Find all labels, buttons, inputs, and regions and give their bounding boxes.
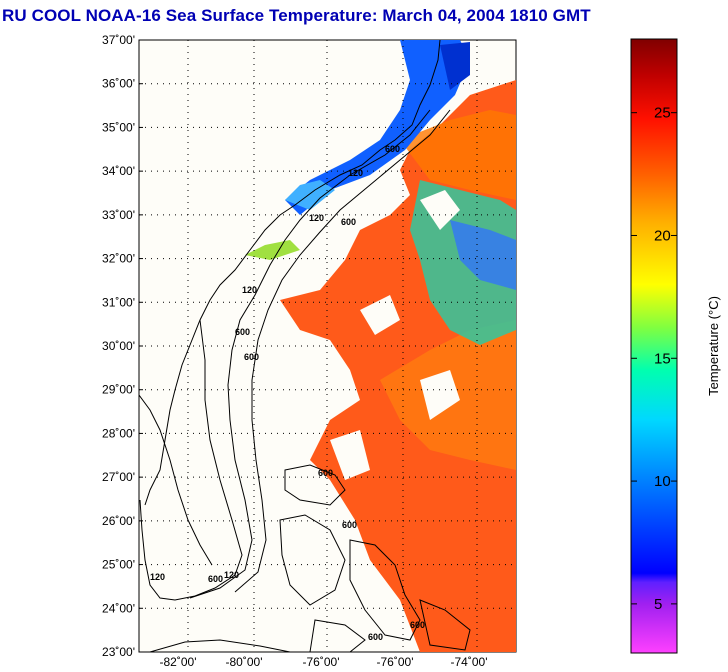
coastline [139,40,471,652]
isobath-label: 600 [341,217,356,227]
lat-tick-label: 36˚00' [102,77,135,91]
lat-tick-label: 37˚00' [102,33,135,47]
lat-tick-label: 29˚00' [102,383,135,397]
lat-tick-label: 33˚00' [102,208,135,222]
lat-tick-label: 27˚00' [102,470,135,484]
lon-tick-label: -82˚00' [160,655,197,669]
lat-tick-label: 30˚00' [102,339,135,353]
lat-tick-label: 24˚00' [102,601,135,615]
colorbar-tick-label: 25 [654,105,671,122]
warm-water-north [400,110,516,200]
colorbar-tick-label: 5 [654,596,662,613]
isobath-label: 600 [385,144,400,154]
isobath-label: 600 [235,327,250,337]
isobath-label: 120 [348,168,363,178]
isobath-label: 120 [242,285,257,295]
colorbar-ticks: 25 20 15 10 5 [631,105,677,613]
isobath-label: 600 [342,520,357,530]
isobath-label: 120 [150,572,165,582]
colorbar [630,38,678,654]
lat-tick-label: 28˚00' [102,426,135,440]
isobath-label: 120 [309,213,324,223]
latitude-tick-labels: 37˚00' 36˚00' 35˚00' 34˚00' 33˚00' 32˚00' 31˚0… [102,33,143,659]
isobath-label: 600 [410,620,425,630]
lat-tick-label: 34˚00' [102,164,135,178]
isobath-label: 600 [208,574,223,584]
lat-tick-label: 31˚00' [102,295,135,309]
lon-tick-label: -80˚00' [226,655,263,669]
cold-nearshore-water [285,180,335,210]
shelf-water-blue-offshore [450,220,516,290]
coastal-green-patch [245,240,300,260]
colorbar-tick-label: 10 [654,473,671,490]
cold-core-water [440,42,470,90]
lon-tick-label: -74˚00' [451,655,488,669]
map-title: RU COOL NOAA-16 Sea Surface Temperature:… [2,6,591,25]
colorbar-tick-label: 15 [654,350,671,367]
isobath-label: 600 [368,632,383,642]
lat-tick-label: 35˚00' [102,120,135,134]
isobath-label: 120 [224,570,239,580]
lat-tick-label: 32˚00' [102,252,135,266]
longitude-tick-labels: -82˚00' -80˚00' -76˚00' -76˚00' -74˚00' [160,655,488,669]
lon-tick-label: -76˚00' [303,655,340,669]
lat-tick-label: 23˚00' [102,645,135,659]
lat-tick-label: 26˚00' [102,514,135,528]
isobath-label: 600 [244,352,259,362]
lon-tick-label: -76˚00' [377,655,414,669]
colorbar-tick-label: 20 [654,227,671,244]
colorbar-label: Temperature (°C) [706,296,721,396]
isobath-label: 600 [318,468,333,478]
lat-tick-label: 25˚00' [102,558,135,572]
